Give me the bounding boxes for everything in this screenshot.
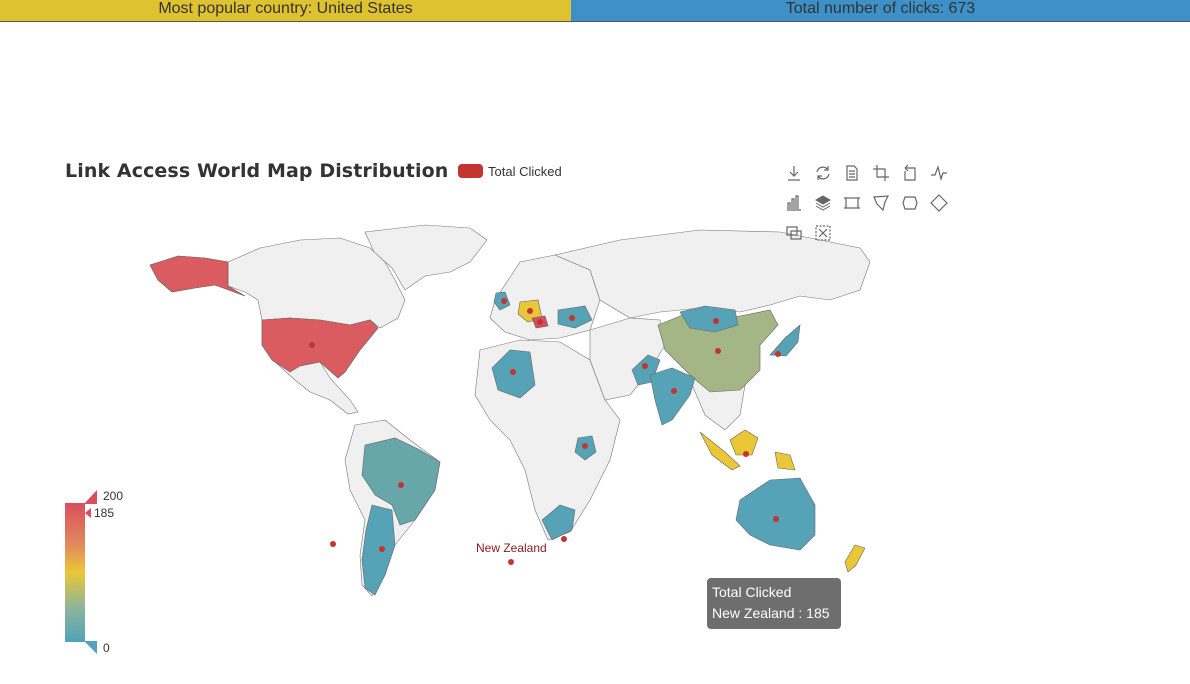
total-clicks: Total number of clicks: 673 — [571, 0, 1190, 21]
tooltip-value: New Zealand : 185 — [712, 605, 830, 621]
refresh-icon[interactable] — [813, 163, 833, 183]
country-south-africa — [541, 504, 576, 541]
zoom-back-icon[interactable] — [900, 163, 920, 183]
country-india — [649, 367, 696, 426]
data-view-icon[interactable] — [842, 163, 862, 183]
point-mongolia — [713, 318, 719, 324]
visual-map-min-handle[interactable] — [84, 641, 98, 655]
legend-label: Total Clicked — [488, 163, 562, 179]
point-china — [715, 348, 721, 354]
stack-icon[interactable] — [813, 193, 833, 213]
visual-map-value-indicator — [85, 508, 91, 518]
canada — [227, 237, 406, 329]
point-usa — [309, 342, 315, 348]
point-label-new-zealand: New Zealand — [476, 541, 547, 555]
line-select-icon[interactable] — [900, 193, 920, 213]
country-indonesia-west — [699, 431, 741, 471]
russia — [554, 229, 871, 319]
point-germany — [527, 308, 533, 314]
country-argentina — [361, 504, 396, 596]
country-united-states — [261, 317, 379, 379]
rect-select-icon[interactable] — [842, 193, 862, 213]
point-new-zealand — [508, 559, 514, 565]
point-japan — [775, 351, 781, 357]
country-new-zealand — [844, 544, 866, 573]
country-papua — [774, 451, 796, 471]
country-japan — [769, 324, 801, 357]
keep-select-icon[interactable] — [784, 223, 804, 243]
tooltip-series-name: Total Clicked — [712, 584, 792, 600]
free-select-icon[interactable] — [929, 193, 949, 213]
polygon-select-icon[interactable] — [871, 193, 891, 213]
visual-map-min-label: 0 — [103, 641, 110, 655]
country-brazil — [361, 437, 441, 526]
clear-select-icon[interactable] — [813, 223, 833, 243]
summary-bar: Most popular country: United States Tota… — [0, 0, 1190, 22]
point-argentina — [379, 546, 385, 552]
country-mongolia — [679, 305, 739, 333]
download-icon[interactable] — [784, 163, 804, 183]
point-brazil — [398, 482, 404, 488]
most-popular-country: Most popular country: United States — [0, 0, 571, 21]
legend-item-total-clicked[interactable]: Total Clicked — [458, 163, 562, 179]
country-borneo — [729, 429, 759, 456]
point-chile — [330, 541, 336, 547]
bar-chart-icon[interactable] — [784, 193, 804, 213]
legend-swatch — [458, 164, 483, 178]
point-ukraine — [569, 315, 575, 321]
visual-map-max-label: 200 — [103, 489, 124, 503]
point-south-africa — [561, 536, 567, 542]
country-australia — [735, 477, 816, 551]
visual-map-current-value: 185 — [94, 506, 115, 520]
point-algeria — [510, 369, 516, 375]
highlighted-countries — [149, 255, 866, 596]
chart-title: Link Access World Map Distribution — [65, 160, 449, 182]
point-uk — [501, 298, 507, 304]
scatter-points — [309, 298, 781, 565]
point-indonesia — [743, 451, 749, 457]
point-austria — [537, 319, 543, 325]
point-pakistan — [642, 363, 648, 369]
point-india — [671, 388, 677, 394]
visual-map-gradient[interactable] — [65, 503, 85, 642]
zoom-select-icon[interactable] — [871, 163, 891, 183]
line-chart-icon[interactable] — [929, 163, 949, 183]
point-kenya — [582, 443, 588, 449]
point-australia — [773, 516, 779, 522]
visual-map-max-handle[interactable] — [84, 490, 98, 504]
greenland — [364, 224, 488, 291]
tooltip: Total Clicked New Zealand : 185 — [707, 578, 841, 629]
country-ukraine — [557, 305, 593, 329]
country-alaska-highlight — [149, 255, 246, 297]
